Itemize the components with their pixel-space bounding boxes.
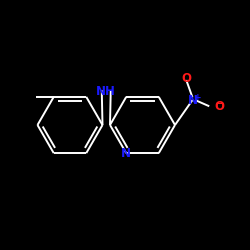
Text: O: O xyxy=(214,100,224,113)
Text: NH: NH xyxy=(96,85,116,98)
Text: O: O xyxy=(181,72,191,85)
Text: N: N xyxy=(188,94,198,106)
Text: +: + xyxy=(194,92,202,102)
Text: −: − xyxy=(215,99,222,108)
Text: N: N xyxy=(121,147,131,160)
